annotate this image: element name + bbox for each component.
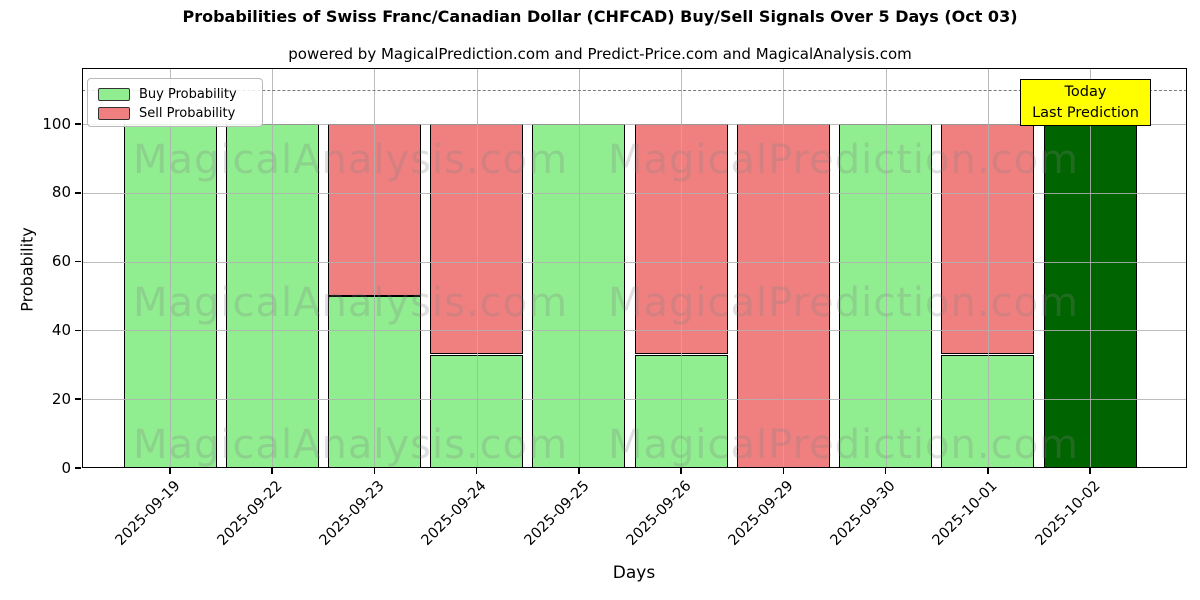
y-tick-mark bbox=[75, 260, 81, 263]
v-gridline bbox=[681, 68, 683, 468]
x-tick-mark bbox=[884, 468, 887, 474]
x-tick-mark bbox=[782, 468, 785, 474]
today-annotation-line1: Today bbox=[1064, 84, 1107, 100]
watermark-left: MagicalAnalysis.com bbox=[133, 422, 569, 468]
chart-title: Probabilities of Swiss Franc/Canadian Do… bbox=[182, 7, 1018, 26]
x-tick-label: 2025-09-19 bbox=[112, 478, 184, 549]
h-gridline bbox=[82, 192, 1187, 194]
y-tick-label: 0 bbox=[61, 458, 71, 477]
x-tick-label: 2025-09-22 bbox=[214, 478, 286, 549]
today-annotation-line2: Last Prediction bbox=[1032, 105, 1139, 121]
y-tick-label: 40 bbox=[51, 320, 71, 339]
legend: Buy Probability Sell Probability bbox=[87, 78, 263, 127]
x-tick-label: 2025-09-26 bbox=[623, 478, 695, 549]
h-gridline bbox=[82, 124, 1187, 126]
y-tick-mark bbox=[75, 398, 81, 400]
x-tick-label: 2025-09-24 bbox=[419, 478, 490, 549]
watermark-right: MagicalPrediction.com bbox=[608, 422, 1079, 468]
watermark-right: MagicalPrediction.com bbox=[608, 280, 1079, 326]
watermark-left: MagicalAnalysis.com bbox=[133, 280, 569, 326]
x-tick-label: 2025-09-25 bbox=[521, 478, 593, 549]
h-gridline bbox=[82, 399, 1187, 401]
watermark-left: MagicalAnalysis.com bbox=[133, 137, 569, 183]
v-gridline bbox=[476, 68, 478, 468]
v-gridline bbox=[1090, 68, 1091, 468]
legend-label-sell: Sell Probability bbox=[139, 106, 236, 121]
y-tick-label: 100 bbox=[42, 114, 71, 133]
y-tick-mark bbox=[75, 192, 81, 194]
legend-item-sell: Sell Probability bbox=[98, 104, 262, 123]
buy-swatch-icon bbox=[98, 88, 130, 101]
x-tick-label: 2025-09-30 bbox=[827, 478, 899, 549]
y-axis-label: Probability bbox=[17, 227, 37, 312]
x-tick-mark bbox=[373, 468, 376, 474]
x-tick-mark bbox=[680, 468, 682, 474]
today-guide-dashed-line bbox=[82, 89, 1187, 91]
y-tick-label: 20 bbox=[51, 389, 71, 408]
x-tick-label: 2025-09-29 bbox=[725, 478, 797, 549]
x-tick-label: 2025-09-23 bbox=[316, 478, 388, 549]
x-tick-mark bbox=[475, 468, 478, 474]
watermark-right: MagicalPrediction.com bbox=[608, 137, 1079, 183]
plot-frame bbox=[82, 68, 1187, 468]
x-tick-mark bbox=[987, 468, 989, 474]
x-tick-mark bbox=[271, 468, 273, 474]
today-annotation: Today Last Prediction bbox=[1020, 79, 1151, 126]
x-axis-label: Days bbox=[612, 563, 656, 583]
legend-item-buy: Buy Probability bbox=[98, 85, 262, 104]
h-gridline bbox=[82, 261, 1187, 263]
v-gridline bbox=[578, 68, 580, 468]
sell-swatch-icon bbox=[98, 107, 130, 120]
v-gridline bbox=[272, 68, 274, 468]
v-gridline bbox=[987, 68, 989, 468]
y-tick-mark bbox=[75, 467, 81, 469]
x-tick-mark bbox=[578, 468, 580, 474]
v-gridline bbox=[885, 68, 887, 468]
v-gridline bbox=[170, 68, 171, 468]
v-gridline bbox=[783, 68, 785, 468]
x-tick-label: 2025-10-01 bbox=[930, 478, 1002, 549]
chart-subtitle: powered by MagicalPrediction.com and Pre… bbox=[288, 45, 912, 63]
y-tick-mark bbox=[75, 329, 81, 332]
v-gridline bbox=[374, 68, 376, 468]
y-tick-label: 80 bbox=[51, 183, 71, 202]
x-tick-mark bbox=[1089, 468, 1091, 474]
x-tick-label: 2025-10-02 bbox=[1032, 478, 1104, 549]
y-tick-label: 60 bbox=[51, 252, 71, 271]
x-tick-mark bbox=[169, 468, 171, 474]
legend-label-buy: Buy Probability bbox=[139, 87, 237, 102]
h-gridline bbox=[82, 330, 1187, 332]
y-tick-mark bbox=[75, 123, 81, 125]
